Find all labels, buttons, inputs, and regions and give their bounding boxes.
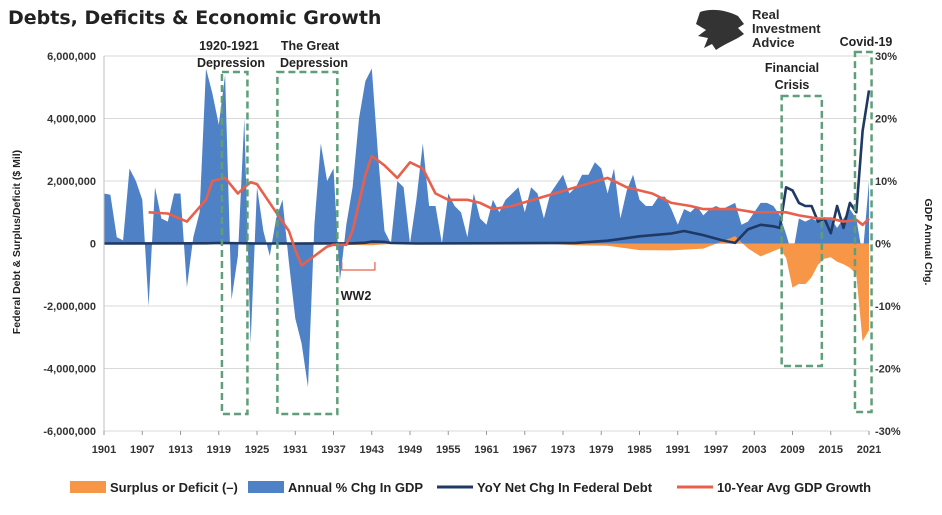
y2-tick-label: 0% [875, 239, 891, 251]
series-debt-line [103, 90, 871, 245]
y2-tick-label: -30% [875, 426, 901, 438]
legend-label: YoY Net Chg In Federal Debt [477, 480, 653, 495]
axes: 6,000,000 4,000,000 2,000,000 0 -2,000,000 -4… [43, 51, 901, 456]
x-tick-label: 2021 [857, 444, 881, 456]
x-tick-label: 2015 [819, 444, 843, 456]
x-tick-label: 1949 [398, 444, 422, 456]
x-tick-label: 1925 [245, 444, 269, 456]
x-tick-label: 2003 [742, 444, 766, 456]
legend-label: 10-Year Avg GDP Growth [717, 480, 871, 495]
box-great-depression [276, 70, 339, 416]
x-tick-label: 1937 [321, 444, 345, 456]
x-tick-label: 1943 [360, 444, 384, 456]
legend: Surplus or Deficit (–) Annual % Chg In GD… [70, 480, 871, 495]
legend-label: Annual % Chg In GDP [288, 480, 423, 495]
series-avg-line [148, 154, 870, 267]
box-covid [853, 50, 873, 414]
annot-1920-line1: 1920-1921 [199, 39, 259, 53]
annot-1920-line2: Depression [197, 56, 265, 70]
x-tick-label: 1979 [589, 444, 613, 456]
y2-tick-label: 20% [875, 114, 897, 126]
y-tick-label: -6,000,000 [43, 426, 96, 438]
legend-item: YoY Net Chg In Federal Debt [437, 480, 653, 495]
annot-fc-line2: Crisis [775, 78, 810, 92]
annot-fc-line1: Financial [765, 61, 819, 75]
annotation-boxes [220, 50, 873, 416]
logo-line3: Advice [752, 35, 795, 50]
legend-swatch [70, 481, 106, 493]
legend-item: 10-Year Avg GDP Growth [677, 480, 871, 495]
plot-area [103, 50, 873, 432]
series-deficit-area [104, 236, 869, 342]
legend-label: Surplus or Deficit (–) [110, 480, 238, 495]
y2-axis-title: GDP Annual Chg. [922, 199, 934, 286]
area-series [104, 68, 869, 388]
y-tick-label: 4,000,000 [47, 114, 96, 126]
annot-covid: Covid-19 [840, 35, 893, 49]
legend-item: Surplus or Deficit (–) [70, 480, 238, 495]
x-tick-label: 1907 [130, 444, 154, 456]
ww2-bracket [341, 262, 376, 271]
y2-tick-label: 30% [875, 51, 897, 63]
legend-swatch [248, 481, 284, 493]
logo: Real Investment Advice [696, 7, 821, 50]
x-tick-label: 1913 [168, 444, 192, 456]
logo-line2: Investment [752, 21, 821, 36]
y-axis-title: Federal Debt & Surplus/Deficit ($ Mil) [11, 150, 23, 334]
y2-tick-label: -10% [875, 301, 901, 313]
y2-tick-label: 10% [875, 176, 897, 188]
y-tick-label: 2,000,000 [47, 176, 96, 188]
box-financial-crisis [780, 94, 824, 368]
x-tick-label: 1991 [666, 444, 690, 456]
y-tick-label: 0 [90, 239, 96, 251]
x-tick-label: 1919 [207, 444, 231, 456]
eagle-head-icon [696, 9, 744, 50]
x-tick-label: 1955 [436, 444, 460, 456]
annot-gd-line1: The Great [281, 39, 340, 53]
box-1920-depression [220, 70, 249, 416]
chart-title: Debts, Deficits & Economic Growth [8, 7, 381, 29]
annot-gd-line2: Depression [280, 56, 348, 70]
x-tick-label: 1997 [704, 444, 728, 456]
series-gdp-area [104, 68, 869, 388]
y2-tick-label: -20% [875, 364, 901, 376]
logo-line1: Real [752, 7, 779, 22]
x-tick-label: 1967 [513, 444, 537, 456]
x-tick-label: 1973 [551, 444, 575, 456]
x-tick-label: 1931 [283, 444, 307, 456]
y-tick-label: 6,000,000 [47, 51, 96, 63]
x-tick-label: 1985 [627, 444, 651, 456]
y-tick-label: -4,000,000 [43, 364, 96, 376]
y-tick-label: -2,000,000 [43, 301, 96, 313]
annot-ww2: WW2 [341, 289, 372, 303]
x-tick-label: 2009 [780, 444, 804, 456]
legend-item: Annual % Chg In GDP [248, 480, 423, 495]
x-tick-label: 1901 [92, 444, 116, 456]
line-series [103, 90, 871, 267]
x-tick-label: 1961 [474, 444, 498, 456]
